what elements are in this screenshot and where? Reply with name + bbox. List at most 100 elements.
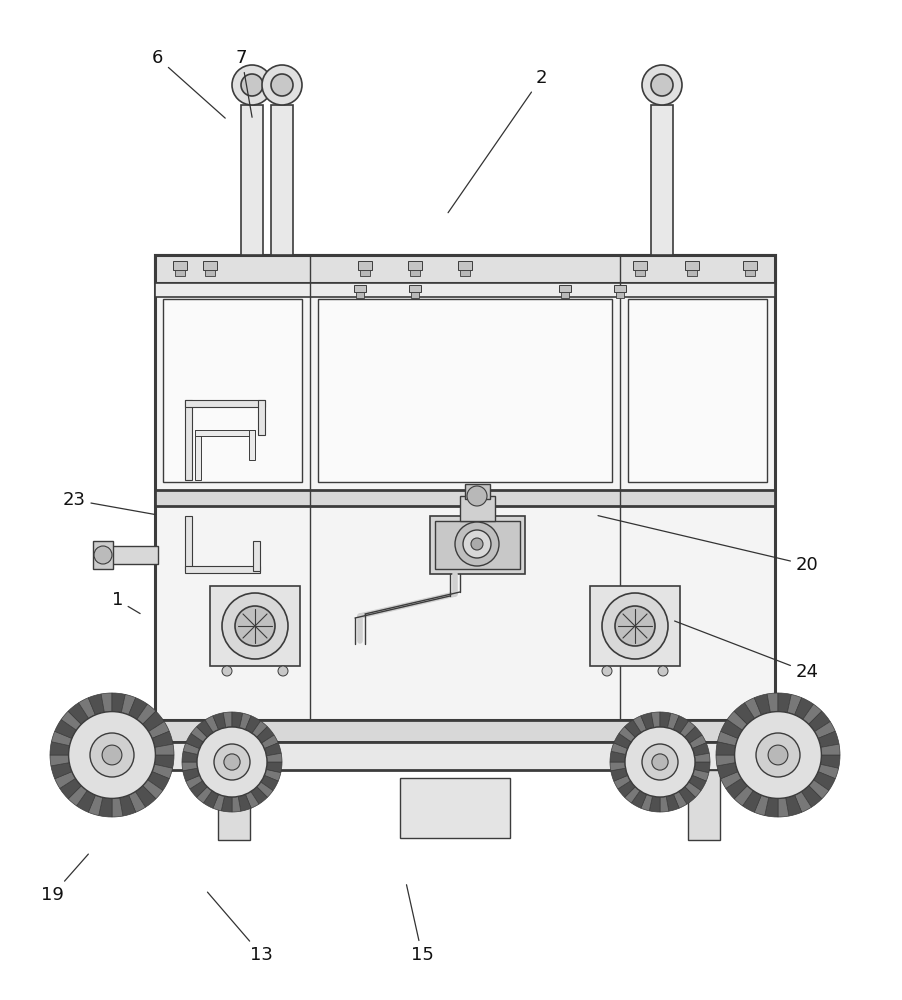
Wedge shape <box>266 753 282 762</box>
Wedge shape <box>778 798 789 817</box>
Wedge shape <box>778 693 791 713</box>
Circle shape <box>241 74 263 96</box>
Wedge shape <box>264 743 281 756</box>
Bar <box>155 283 775 297</box>
Text: 6: 6 <box>152 49 226 118</box>
Wedge shape <box>69 786 87 806</box>
Circle shape <box>69 712 155 798</box>
Text: 7: 7 <box>236 49 252 117</box>
Bar <box>590 586 680 666</box>
Wedge shape <box>640 713 654 730</box>
Wedge shape <box>716 742 736 755</box>
Wedge shape <box>154 755 174 768</box>
Wedge shape <box>717 731 738 746</box>
Wedge shape <box>261 775 278 791</box>
Wedge shape <box>182 762 198 771</box>
Wedge shape <box>821 755 840 768</box>
Wedge shape <box>98 797 112 817</box>
Bar <box>110 546 158 564</box>
Bar <box>633 261 647 270</box>
Bar <box>360 270 370 276</box>
Wedge shape <box>795 792 812 812</box>
Wedge shape <box>651 712 660 728</box>
Bar <box>218 770 250 840</box>
Bar <box>155 255 775 283</box>
Bar <box>410 270 420 276</box>
Wedge shape <box>631 791 647 808</box>
Wedge shape <box>152 764 172 779</box>
Circle shape <box>769 745 788 765</box>
Circle shape <box>197 727 267 797</box>
Wedge shape <box>695 753 710 762</box>
Wedge shape <box>60 778 81 799</box>
Wedge shape <box>251 787 267 804</box>
Bar <box>318 299 612 482</box>
Wedge shape <box>69 703 88 724</box>
Wedge shape <box>88 795 103 816</box>
Circle shape <box>222 593 288 659</box>
Wedge shape <box>625 720 641 737</box>
Wedge shape <box>186 733 203 749</box>
Wedge shape <box>716 755 735 766</box>
Wedge shape <box>205 716 218 733</box>
Bar <box>241 105 263 255</box>
Wedge shape <box>674 791 687 808</box>
Wedge shape <box>660 712 671 728</box>
Circle shape <box>278 666 288 676</box>
Bar <box>185 566 260 573</box>
Wedge shape <box>717 763 738 779</box>
Wedge shape <box>129 698 147 719</box>
Wedge shape <box>721 720 742 738</box>
Bar <box>155 490 775 506</box>
Wedge shape <box>191 727 207 742</box>
Circle shape <box>658 666 668 676</box>
Bar <box>354 285 366 292</box>
Bar <box>614 285 626 292</box>
Bar <box>93 541 113 569</box>
Circle shape <box>602 666 612 676</box>
Wedge shape <box>101 693 112 712</box>
Text: 15: 15 <box>407 885 434 964</box>
Circle shape <box>756 733 800 777</box>
Bar <box>210 586 300 666</box>
Wedge shape <box>143 780 163 799</box>
Wedge shape <box>744 698 761 718</box>
Bar <box>460 496 495 521</box>
Wedge shape <box>815 722 835 738</box>
Circle shape <box>271 74 293 96</box>
Bar <box>185 516 192 571</box>
Wedge shape <box>767 693 778 712</box>
Wedge shape <box>213 713 226 730</box>
Wedge shape <box>695 762 710 773</box>
Wedge shape <box>143 711 164 732</box>
Wedge shape <box>112 798 123 817</box>
Text: 23: 23 <box>62 491 155 515</box>
Bar <box>358 261 372 270</box>
Circle shape <box>94 546 112 564</box>
Wedge shape <box>50 755 69 766</box>
Wedge shape <box>734 703 755 724</box>
Wedge shape <box>667 794 679 811</box>
Wedge shape <box>55 772 76 788</box>
Wedge shape <box>51 731 72 746</box>
Bar <box>249 430 255 460</box>
Bar <box>430 516 525 574</box>
Circle shape <box>602 593 668 659</box>
Circle shape <box>615 606 655 646</box>
Wedge shape <box>660 796 668 812</box>
Text: 19: 19 <box>41 854 88 904</box>
Wedge shape <box>232 796 241 812</box>
Wedge shape <box>112 693 125 713</box>
Wedge shape <box>795 698 814 719</box>
Bar <box>688 770 720 840</box>
Wedge shape <box>649 796 660 812</box>
Bar <box>743 261 757 270</box>
Wedge shape <box>223 712 232 728</box>
Circle shape <box>262 65 302 105</box>
Wedge shape <box>818 764 839 779</box>
Wedge shape <box>693 743 709 756</box>
Circle shape <box>463 530 491 558</box>
Circle shape <box>235 606 275 646</box>
Bar <box>685 261 699 270</box>
Bar <box>409 285 421 292</box>
